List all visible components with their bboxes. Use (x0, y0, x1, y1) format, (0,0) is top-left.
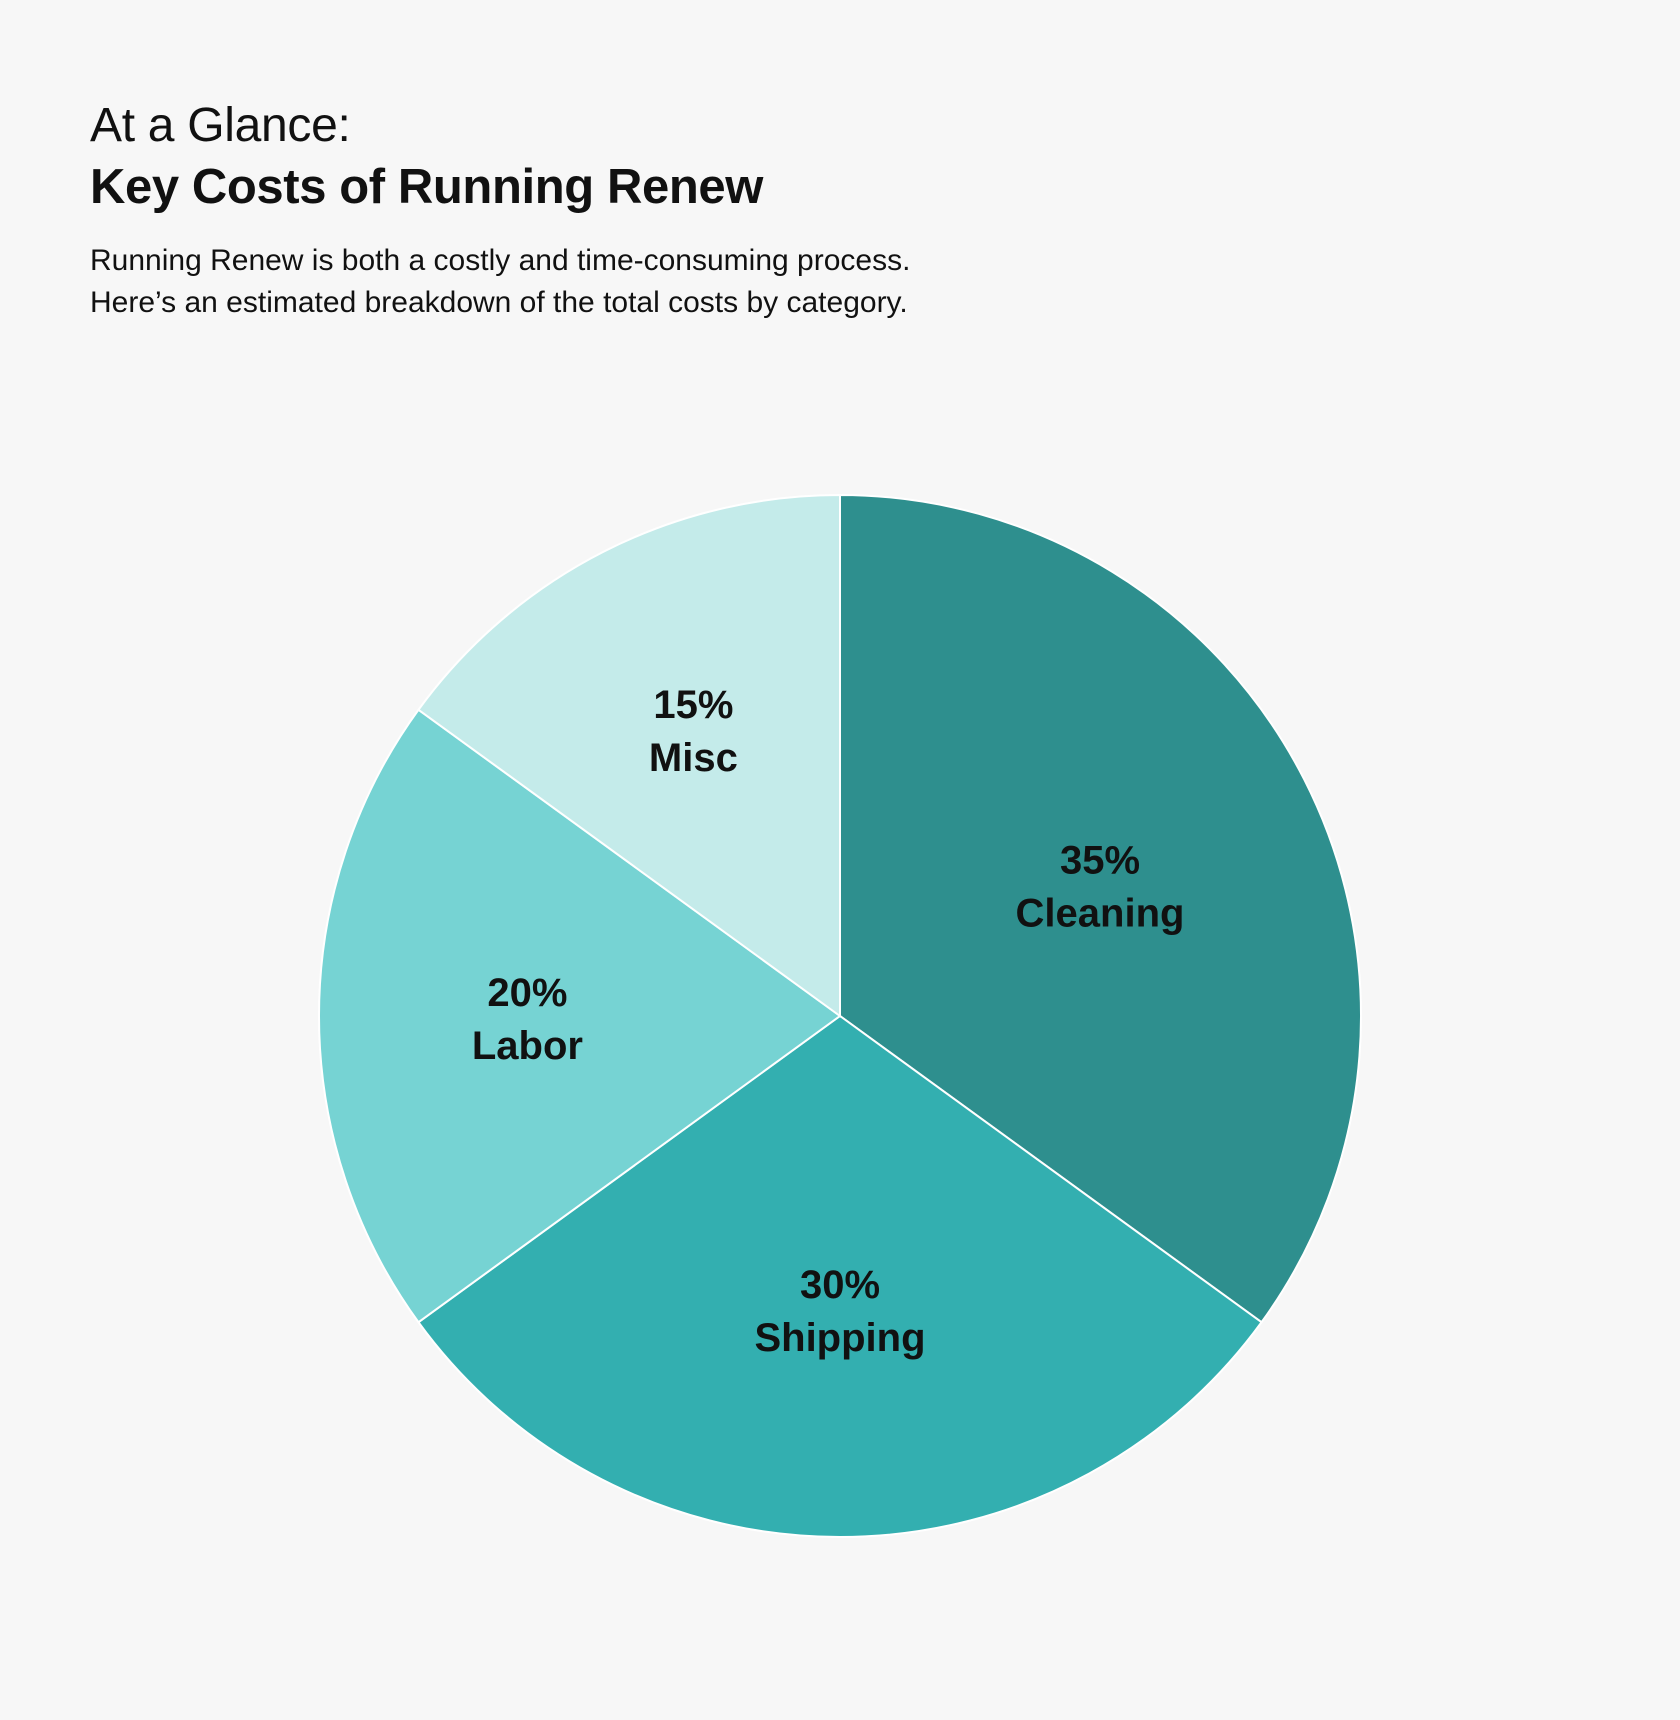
chart-subtitle: Running Renew is both a costly and time-… (90, 240, 1290, 324)
subtitle-line-1: Running Renew is both a costly and time-… (90, 244, 911, 277)
slice-value-label-shipping: 30% (800, 1263, 880, 1307)
chart-header: At a Glance: Key Costs of Running Renew … (90, 96, 1290, 324)
slice-category-label-labor: Labor (472, 1024, 583, 1068)
pie-slices (318, 493, 1362, 1539)
pie-slice-shipping (417, 1014, 1263, 1539)
slice-category-label-misc: Misc (649, 736, 738, 780)
subtitle-line-2: Here’s an estimated breakdown of the tot… (90, 286, 908, 319)
chart-title: Key Costs of Running Renew (90, 160, 763, 214)
slice-value-label-misc: 15% (653, 683, 733, 727)
chart-eyebrow: At a Glance: (90, 99, 351, 152)
pie-slice-misc (417, 493, 841, 1018)
slice-category-label-shipping: Shipping (754, 1316, 925, 1360)
slice-value-label-labor: 20% (487, 971, 567, 1015)
slice-category-label-cleaning: Cleaning (1016, 892, 1185, 936)
slice-value-label-cleaning: 35% (1060, 839, 1140, 883)
pie-slice-cleaning (839, 493, 1362, 1324)
pie-labels: 35% Cleaning 30% Shipping 20% Labor 15% Misc (472, 683, 1185, 1360)
pie-slice-labor (318, 708, 842, 1324)
